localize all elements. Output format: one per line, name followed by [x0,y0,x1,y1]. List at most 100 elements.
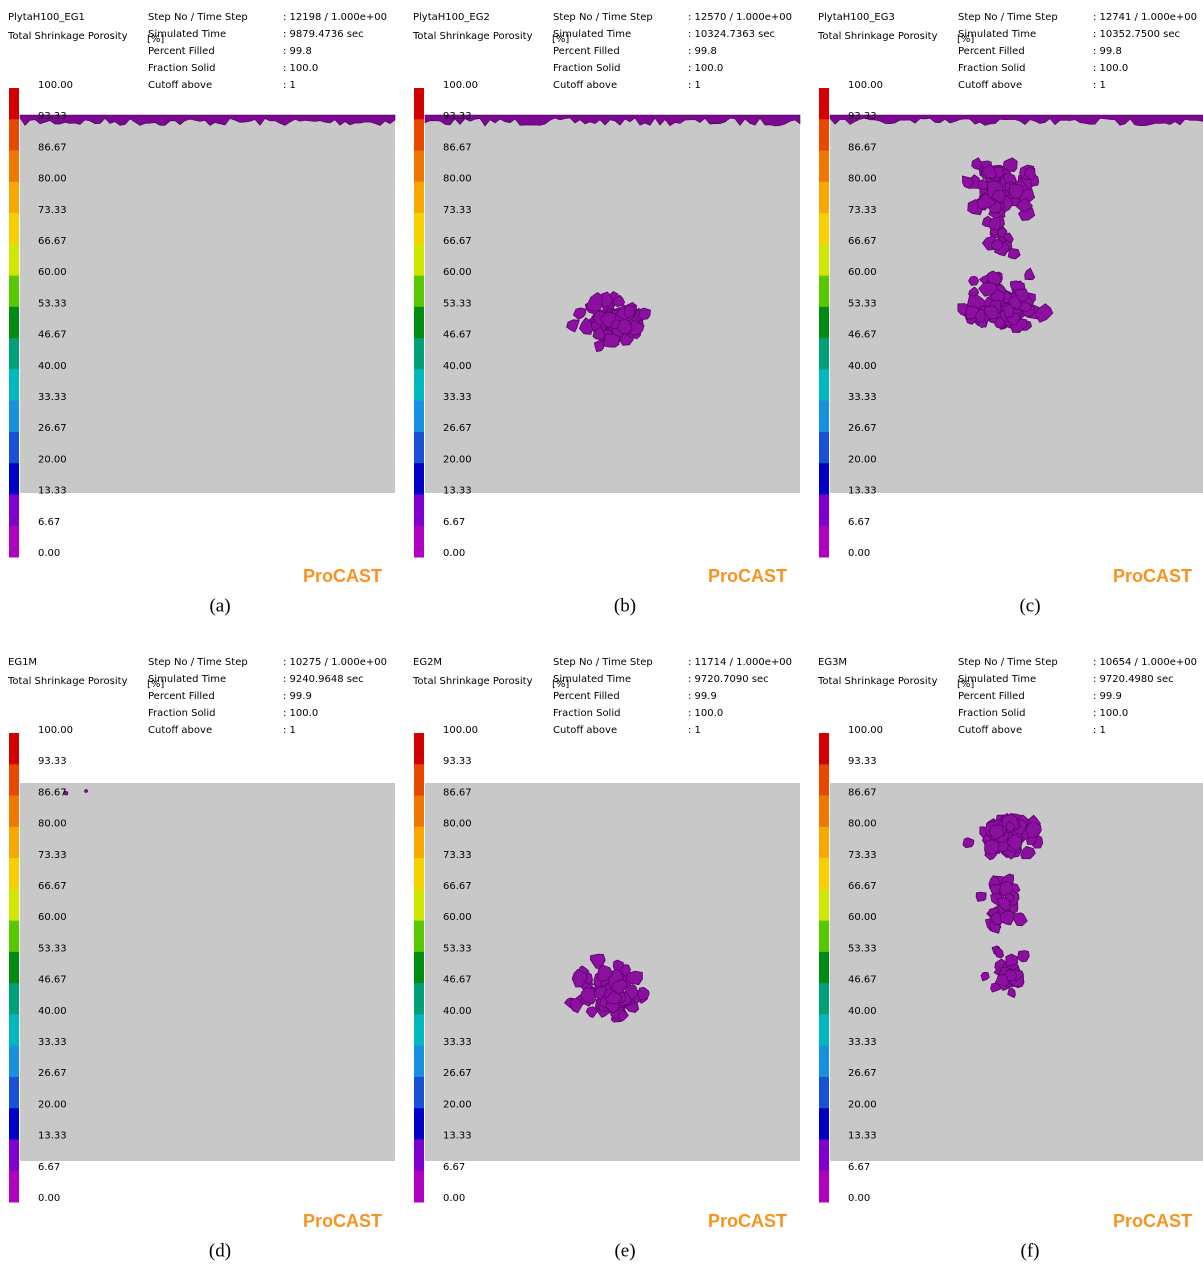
legend-label: 0.00 [443,1193,465,1204]
legend-swatch [414,952,424,984]
legend-swatch [414,796,424,828]
info-label: Simulated Time [148,29,226,40]
panel: EG1MTotal Shrinkage Porosity[%]Step No /… [7,657,395,1261]
legend-swatch [819,119,829,151]
legend-label: 13.33 [848,486,877,497]
info-label: Simulated Time [553,29,631,40]
legend-label: 20.00 [443,454,472,465]
case-name: EG1M [8,657,37,668]
legend-swatch [9,182,19,214]
caption: (c) [1019,595,1040,616]
legend-label: 13.33 [443,486,472,497]
legend-label: 0.00 [848,1193,870,1204]
legend-label: 33.33 [443,1037,472,1048]
legend-swatch [9,119,19,151]
legend-swatch [414,401,424,433]
brand: ProCAST [303,566,382,586]
info-value: : 100.0 [283,63,318,74]
legend-swatch [9,858,19,890]
porosity-blob [963,838,974,848]
legend-label: 20.00 [38,454,67,465]
brand: ProCAST [708,1211,787,1231]
result-title: Total Shrinkage Porosity [7,676,128,687]
legend-swatch [819,1108,829,1140]
legend-label: 93.33 [443,756,472,767]
legend-label: 13.33 [38,486,67,497]
legend-swatch [9,276,19,308]
legend-label: 20.00 [848,1099,877,1110]
legend-swatch [414,307,424,339]
legend-label: 26.67 [443,1068,472,1079]
legend-label: 26.67 [38,1068,67,1079]
info-value: : 99.8 [283,46,312,57]
legend-label: 100.00 [848,80,883,91]
legend-label: 93.33 [38,756,67,767]
legend-swatch [9,827,19,859]
legend-label: 66.67 [443,236,472,247]
info-label: Fraction Solid [148,63,215,74]
legend-label: 26.67 [38,423,67,434]
legend-label: 26.67 [443,423,472,434]
legend-label: 26.67 [848,1068,877,1079]
brand: ProCAST [1113,1211,1192,1231]
legend-label: 60.00 [38,912,67,923]
legend-swatch [414,151,424,183]
info-value: : 1 [283,80,296,91]
info-label: Cutoff above [553,725,617,736]
legend-label: 80.00 [848,819,877,830]
info-value: : 10324.7363 sec [688,29,775,40]
legend-swatch [414,1139,424,1171]
legend-swatch [9,889,19,921]
legend-swatch [819,889,829,921]
legend-label: 33.33 [848,392,877,403]
legend-label: 100.00 [38,80,73,91]
legend-label: 40.00 [443,361,472,372]
panel: EG3MTotal Shrinkage Porosity[%]Step No /… [817,657,1203,1261]
legend-swatch [414,983,424,1015]
info-value: : 99.9 [1093,691,1122,702]
legend-label: 13.33 [848,1131,877,1142]
legend-swatch [819,952,829,984]
legend-label: 93.33 [443,111,472,122]
legend-label: 6.67 [38,1162,60,1173]
legend-swatch [819,796,829,828]
info-value: : 1 [688,725,701,736]
legend-label: 46.67 [848,330,877,341]
porosity-blob [1000,881,1013,895]
info-label: Step No / Time Step [958,657,1058,668]
result-title: Total Shrinkage Porosity [412,31,533,42]
info-label: Percent Filled [553,46,620,57]
info-value: : 1 [1093,80,1106,91]
case-name: EG3M [818,657,847,668]
legend-swatch [414,338,424,370]
legend-swatch [9,88,19,120]
case-name: EG2M [413,657,442,668]
legend-label: 66.67 [38,881,67,892]
legend-label: 66.67 [848,881,877,892]
legend-swatch [414,1046,424,1078]
info-label: Step No / Time Step [958,12,1058,23]
legend-swatch [414,921,424,953]
info-value: : 99.9 [688,691,717,702]
legend-swatch [414,432,424,464]
info-label: Fraction Solid [148,708,215,719]
legend-swatch [414,494,424,526]
porosity-blob [85,789,88,792]
info-label: Fraction Solid [958,708,1025,719]
legend-label: 86.67 [38,142,67,153]
legend-swatch [414,733,424,765]
info-label: Cutoff above [553,80,617,91]
legend-swatch [819,1077,829,1109]
legend-label: 13.33 [443,1131,472,1142]
info-label: Step No / Time Step [553,12,653,23]
result-title: Total Shrinkage Porosity [412,676,533,687]
info-label: Cutoff above [958,80,1022,91]
legend-swatch [414,276,424,308]
info-value: : 99.8 [688,46,717,57]
info-value: : 99.8 [1093,46,1122,57]
info-value: : 9240.9648 sec [283,674,364,685]
legend-swatch [819,1171,829,1203]
legend-swatch [9,1108,19,1140]
info-label: Percent Filled [958,46,1025,57]
